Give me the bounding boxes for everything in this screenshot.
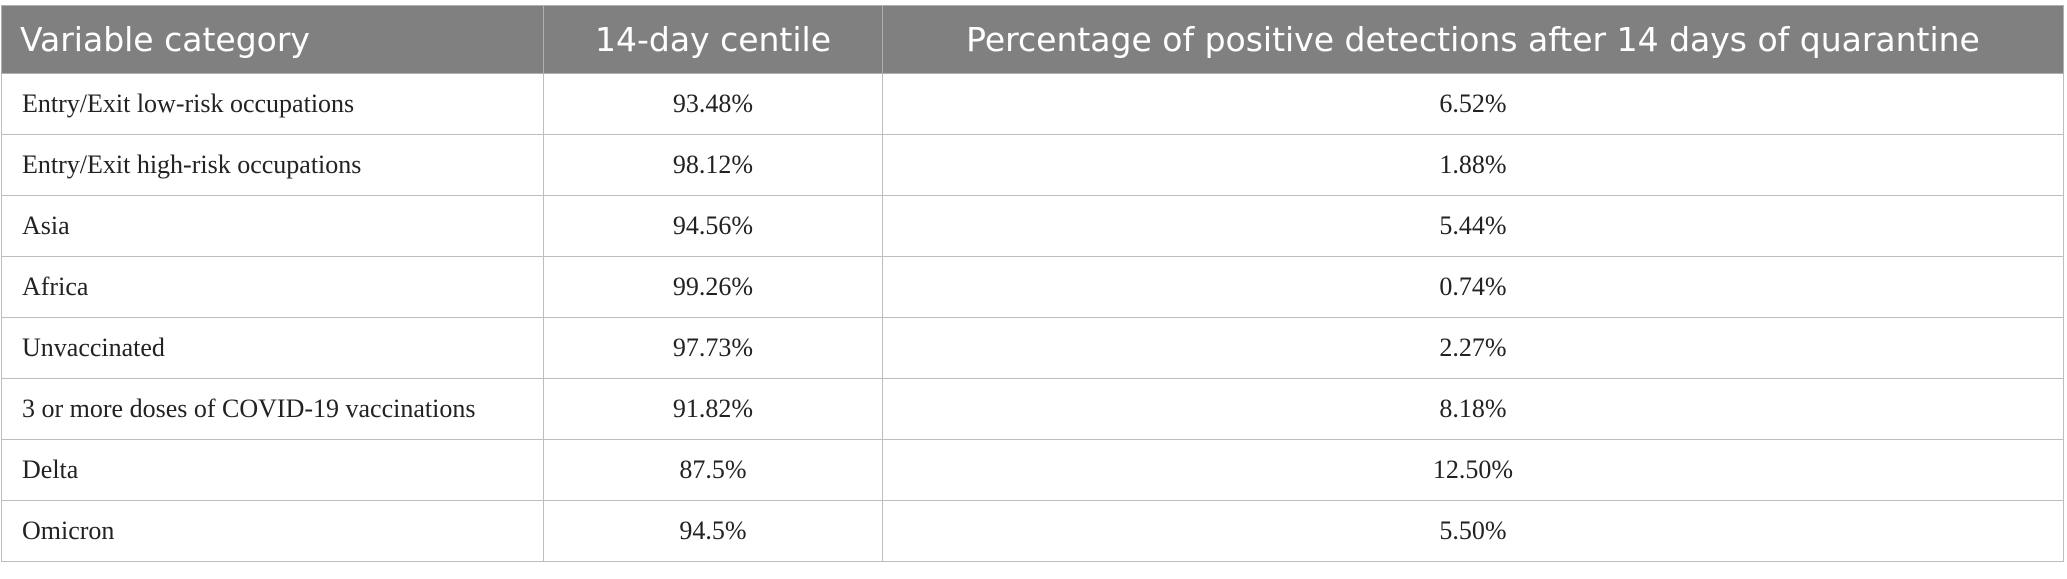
table-row: Africa 99.26% 0.74% xyxy=(1,256,2064,318)
table-cell: Entry/Exit low-risk occupations xyxy=(1,73,544,135)
table-cell: Delta xyxy=(1,439,544,501)
data-table: Variable category 14-day centile Percentag… xyxy=(1,5,2064,562)
table-body: Entry/Exit low-risk occupations 93.48% 6.5… xyxy=(1,73,2064,562)
header-cell: 14-day centile xyxy=(543,5,883,74)
table-cell: 6.52% xyxy=(882,73,2064,135)
table-cell: Africa xyxy=(1,256,544,318)
table-cell: 94.5% xyxy=(543,500,883,562)
header-cell: Percentage of positive detections after … xyxy=(882,5,2064,74)
table-row: Unvaccinated 97.73% 2.27% xyxy=(1,317,2064,379)
table-row: Omicron 94.5% 5.50% xyxy=(1,500,2064,562)
table-cell: 91.82% xyxy=(543,378,883,440)
table-cell: Entry/Exit high-risk occupations xyxy=(1,134,544,196)
table-cell: 0.74% xyxy=(882,256,2064,318)
table-row: Asia 94.56% 5.44% xyxy=(1,195,2064,257)
table-row: Delta 87.5% 12.50% xyxy=(1,439,2064,501)
header-cell: Variable category xyxy=(1,5,544,74)
table-cell: 8.18% xyxy=(882,378,2064,440)
header-row: Variable category 14-day centile Percentag… xyxy=(1,5,2064,74)
table-row: Entry/Exit low-risk occupations 93.48% 6.5… xyxy=(1,73,2064,135)
table-cell: 94.56% xyxy=(543,195,883,257)
table-header: Variable category 14-day centile Percentag… xyxy=(1,5,2064,74)
table-cell: Unvaccinated xyxy=(1,317,544,379)
table-cell: 2.27% xyxy=(882,317,2064,379)
table-cell: 99.26% xyxy=(543,256,883,318)
table-cell: 3 or more doses of COVID-19 vaccinations xyxy=(1,378,544,440)
table-cell: 5.50% xyxy=(882,500,2064,562)
table-cell: 93.48% xyxy=(543,73,883,135)
table-cell: 5.44% xyxy=(882,195,2064,257)
table-cell: Omicron xyxy=(1,500,544,562)
table-row: Entry/Exit high-risk occupations 98.12% 1.… xyxy=(1,134,2064,196)
table-cell: 87.5% xyxy=(543,439,883,501)
table-cell: 98.12% xyxy=(543,134,883,196)
table-cell: Asia xyxy=(1,195,544,257)
table-cell: 97.73% xyxy=(543,317,883,379)
table-row: 3 or more doses of COVID-19 vaccinations… xyxy=(1,378,2064,440)
table-cell: 12.50% xyxy=(882,439,2064,501)
table-cell: 1.88% xyxy=(882,134,2064,196)
